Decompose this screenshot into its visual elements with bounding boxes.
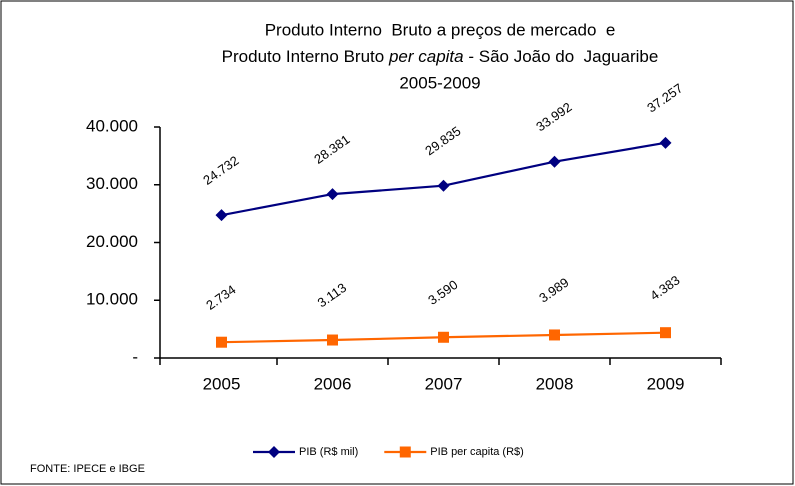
point-marker [268,446,280,458]
point-marker [437,179,450,192]
x-tick-label: 2007 [425,374,463,393]
title-part: per capita [388,47,464,66]
point-marker [327,334,338,346]
source-note: FONTE: IPECE e IBGE [30,463,145,475]
y-tick-label: 20.000 [86,232,138,251]
title-part: - São João do Jaguaribe [464,47,659,66]
chart-title-line: Produto Interno Bruto a preços de mercad… [265,20,616,39]
x-tick-label: 2006 [314,374,352,393]
y-tick-label: 10.000 [86,290,138,309]
legend-label: PIB per capita (R$) [430,446,524,458]
point-marker [215,209,228,222]
y-tick-label: 40.000 [86,116,138,135]
title-part: Produto Interno Bruto [222,47,389,66]
y-tick-label: 30.000 [86,174,138,193]
point-marker [399,446,411,458]
legend-label: PIB (R$ mil) [299,446,358,458]
x-tick-label: 2005 [203,374,241,393]
legend-item: PIB per capita (R$) [384,446,524,458]
point-marker [548,155,561,168]
x-tick-label: 2008 [536,374,574,393]
legend-item: PIB (R$ mil) [253,446,358,458]
y-tick-label: - [132,347,138,366]
point-marker [326,188,339,201]
chart-title-line: 2005-2009 [399,73,480,92]
point-marker [659,136,672,149]
x-tick-label: 2009 [647,374,685,393]
point-marker [549,329,560,341]
point-marker [438,331,449,343]
point-marker [216,336,227,348]
point-marker [660,327,671,339]
chart-title-line: Produto Interno Bruto per capita - São J… [222,47,659,66]
